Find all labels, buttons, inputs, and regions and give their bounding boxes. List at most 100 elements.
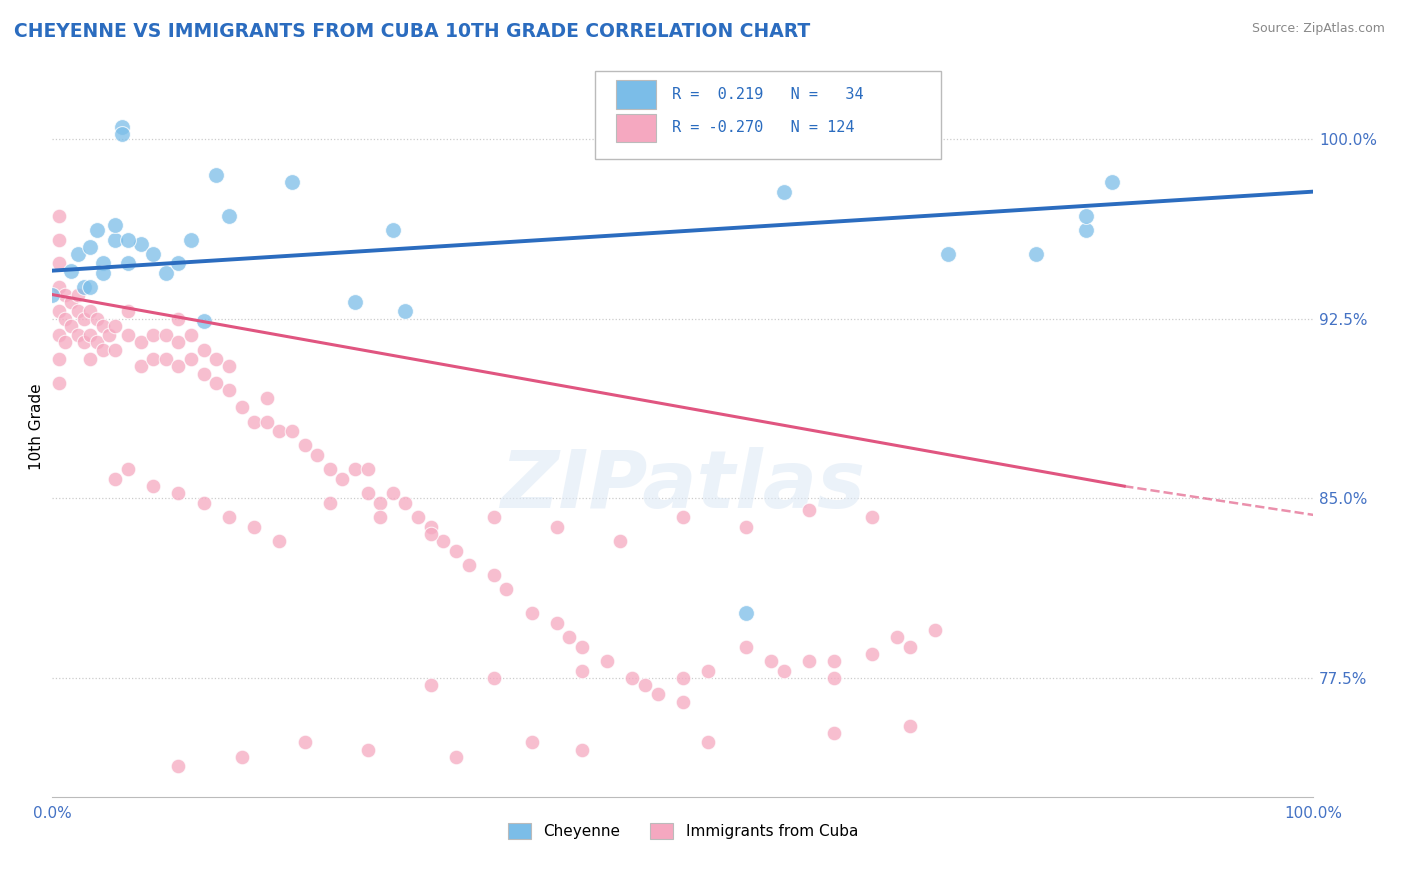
Point [86,311,108,326]
Point [117,256,139,270]
Point [48,304,70,318]
Point [647,688,669,702]
Point [218,209,240,223]
Point [142,247,165,261]
Point [1101,175,1123,189]
Point [394,496,416,510]
Point [117,328,139,343]
Point [1076,209,1098,223]
Point [104,343,127,357]
Point [73,280,96,294]
Point [936,247,959,261]
Point [924,623,946,637]
Point [672,671,695,685]
Point [129,335,152,350]
Point [53,287,76,301]
Point [41,287,63,301]
Point [86,223,108,237]
Point [735,520,758,534]
Point [167,759,190,773]
Point [356,742,378,756]
Point [281,424,304,438]
Point [381,486,404,500]
Point [406,510,429,524]
Point [155,328,177,343]
Point [86,335,108,350]
Point [672,510,695,524]
Legend: Cheyenne, Immigrants from Cuba: Cheyenne, Immigrants from Cuba [502,817,865,846]
FancyBboxPatch shape [616,80,657,109]
Point [79,328,101,343]
Point [66,328,89,343]
Point [79,240,101,254]
Text: R =  0.219   N =   34: R = 0.219 N = 34 [672,87,863,102]
Point [193,367,215,381]
Point [193,496,215,510]
Point [482,567,505,582]
Point [60,318,83,333]
Point [73,311,96,326]
Point [520,735,543,749]
Point [180,233,202,247]
Point [104,218,127,232]
Point [823,671,845,685]
Point [735,640,758,654]
Point [53,311,76,326]
Point [205,352,228,367]
Point [319,462,342,476]
Point [231,400,253,414]
Point [218,384,240,398]
Point [66,287,89,301]
Point [482,671,505,685]
Point [79,304,101,318]
Point [117,233,139,247]
Point [294,735,316,749]
Point [1076,223,1098,237]
Point [596,654,619,668]
Point [419,520,441,534]
Point [735,606,758,620]
Point [167,335,190,350]
Point [898,640,921,654]
Point [344,462,367,476]
Point [91,343,114,357]
Text: CHEYENNE VS IMMIGRANTS FROM CUBA 10TH GRADE CORRELATION CHART: CHEYENNE VS IMMIGRANTS FROM CUBA 10TH GR… [14,22,810,41]
Point [111,127,134,141]
Text: R = -0.270   N = 124: R = -0.270 N = 124 [672,120,853,136]
Point [482,510,505,524]
Point [218,510,240,524]
Point [269,424,291,438]
Point [48,328,70,343]
Point [356,462,378,476]
Point [546,520,568,534]
Point [444,749,467,764]
Point [1025,247,1047,261]
Point [672,695,695,709]
Point [104,318,127,333]
Point [167,256,190,270]
Text: ZIPatlas: ZIPatlas [501,447,865,524]
Point [823,726,845,740]
Point [142,328,165,343]
Point [419,678,441,692]
FancyBboxPatch shape [616,114,657,142]
Point [319,496,342,510]
Point [546,615,568,630]
Point [53,335,76,350]
Point [205,376,228,391]
Point [243,415,266,429]
Point [457,558,479,573]
Point [772,185,794,199]
Point [772,664,794,678]
Point [48,209,70,223]
Point [759,654,782,668]
Point [91,318,114,333]
Point [281,175,304,189]
Point [66,247,89,261]
Point [332,472,354,486]
Point [142,352,165,367]
Point [218,359,240,374]
Point [256,391,278,405]
FancyBboxPatch shape [595,71,942,159]
Point [495,582,517,596]
